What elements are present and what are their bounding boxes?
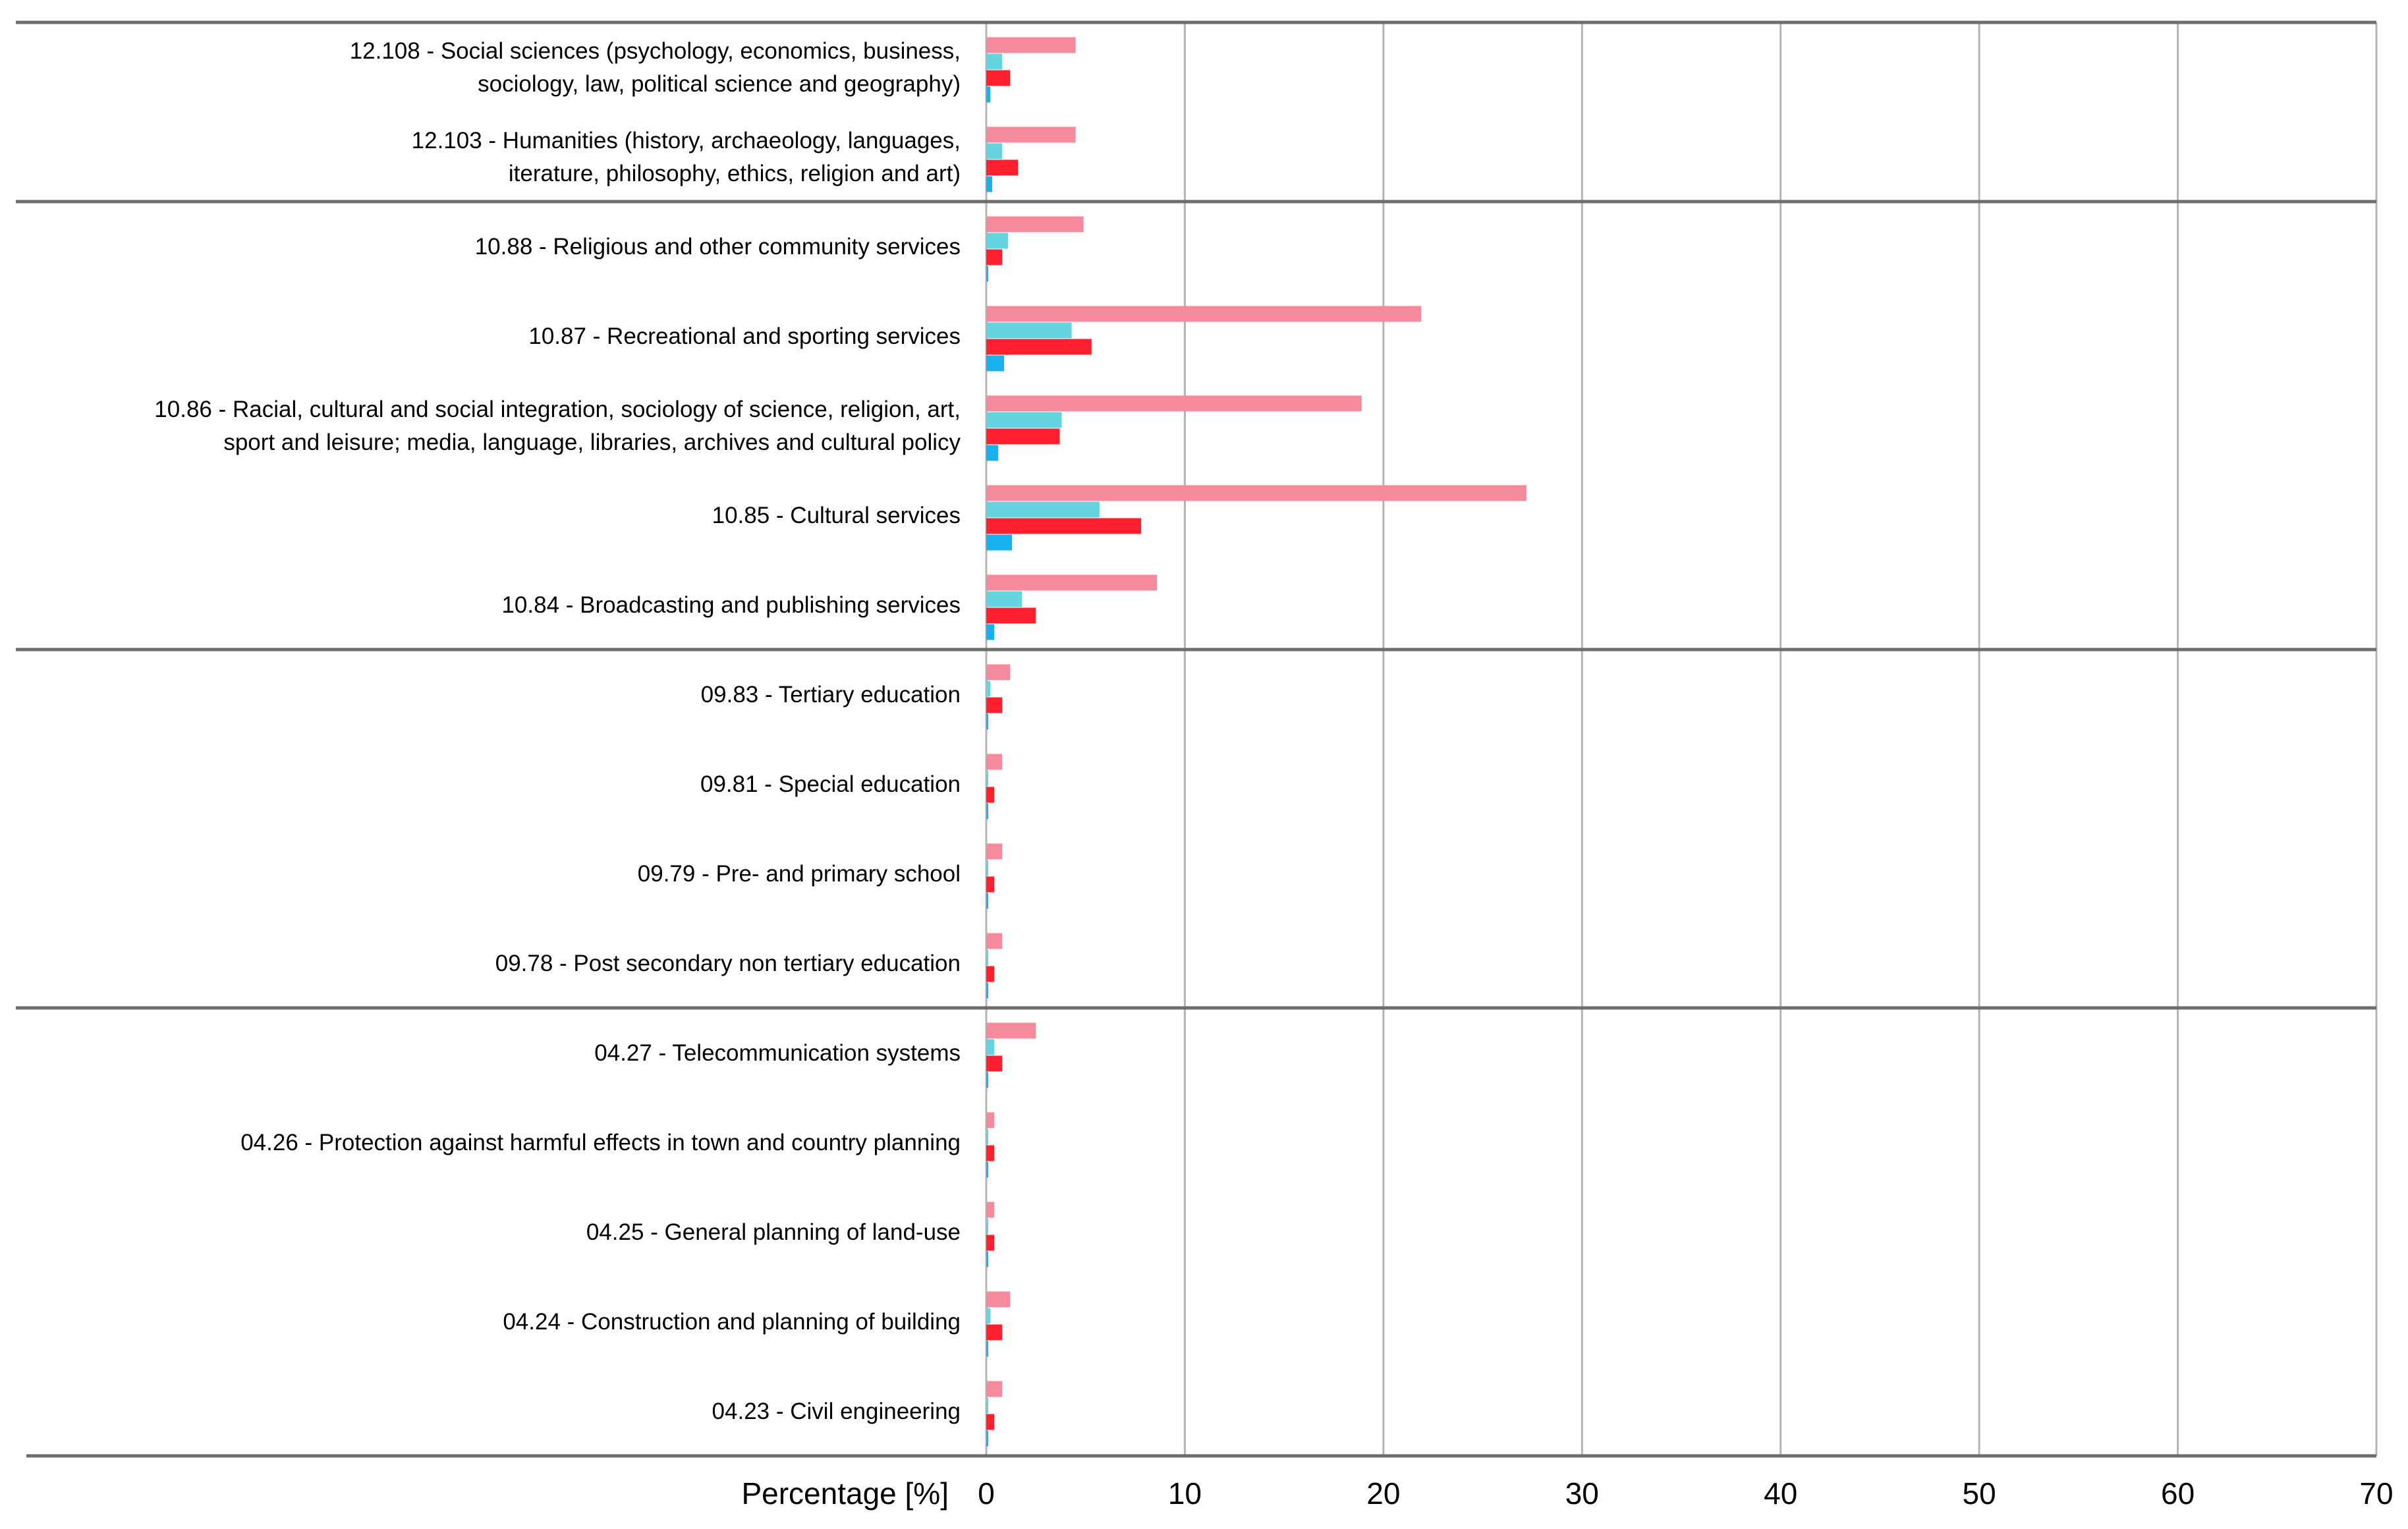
bar-4 xyxy=(986,176,993,192)
bar-2 xyxy=(986,233,1009,249)
category-label: 10.86 - Racial, cultural and social inte… xyxy=(154,397,961,422)
category-label: 04.24 - Construction and planning of bui… xyxy=(503,1309,961,1335)
bar-2 xyxy=(986,1397,989,1414)
bar-1 xyxy=(986,216,1084,233)
category-label: 12.103 - Humanities (history, archaeolog… xyxy=(412,128,961,153)
bar-4 xyxy=(986,803,989,820)
bar-3 xyxy=(986,697,1003,713)
category-label: 04.25 - General planning of land-use xyxy=(586,1219,961,1245)
bar-2 xyxy=(986,53,1003,70)
bar-1 xyxy=(986,306,1422,322)
bar-2 xyxy=(986,1308,991,1324)
bar-3 xyxy=(986,876,995,893)
bar-3 xyxy=(986,518,1142,534)
category-label: 04.23 - Civil engineering xyxy=(712,1399,961,1424)
category-labels: 12.108 - Social sciences (psychology, ec… xyxy=(154,38,961,1424)
bar-4 xyxy=(986,1430,989,1447)
bar-4 xyxy=(986,624,995,640)
x-tick-label: 50 xyxy=(1963,1476,1996,1511)
x-tick-label: 0 xyxy=(978,1476,995,1511)
bar-1 xyxy=(986,1381,1003,1397)
category-label: 09.81 - Special education xyxy=(700,771,961,797)
bar-3 xyxy=(986,428,1060,445)
bar-1 xyxy=(986,1291,1011,1308)
x-axis-title: Percentage [%] xyxy=(741,1476,949,1511)
x-tick-label: 40 xyxy=(1764,1476,1797,1511)
category-label: sport and leisure; media, language, libr… xyxy=(223,430,961,455)
bar-1 xyxy=(986,485,1526,501)
bar-4 xyxy=(986,1161,989,1178)
category-label: sociology, law, political science and ge… xyxy=(478,71,961,97)
bar-4 xyxy=(986,265,989,282)
x-tick-label: 70 xyxy=(2359,1476,2393,1511)
bar-3 xyxy=(986,787,995,803)
bar-4 xyxy=(986,1341,989,1357)
x-tick-label: 30 xyxy=(1565,1476,1599,1511)
bar-3 xyxy=(986,1414,995,1430)
bar-3 xyxy=(986,1145,995,1161)
bar-1 xyxy=(986,1022,1036,1039)
bar-1 xyxy=(986,933,1003,949)
bar-2 xyxy=(986,770,989,787)
bar-2 xyxy=(986,591,1022,607)
bar-2 xyxy=(986,1128,989,1145)
bar-4 xyxy=(986,982,989,999)
bar-2 xyxy=(986,681,991,697)
bar-4 xyxy=(986,534,1013,551)
bar-1 xyxy=(986,1112,995,1128)
bar-3 xyxy=(986,249,1003,265)
bar-2 xyxy=(986,143,1003,159)
category-label: 09.78 - Post secondary non tertiary educ… xyxy=(495,951,961,976)
category-label: iterature, philosophy, ethics, religion … xyxy=(509,161,961,186)
bar-4 xyxy=(986,355,1005,372)
bar-3 xyxy=(986,1055,1003,1072)
group-separators xyxy=(16,20,2376,1458)
bar-3 xyxy=(986,966,995,982)
bar-4 xyxy=(986,86,991,103)
bar-2 xyxy=(986,1039,995,1055)
bar-2 xyxy=(986,860,989,876)
bar-3 xyxy=(986,339,1092,355)
bar-1 xyxy=(986,395,1362,412)
category-label: 10.84 - Broadcasting and publishing serv… xyxy=(501,592,961,618)
bar-4 xyxy=(986,893,989,909)
bar-1 xyxy=(986,126,1076,143)
bar-3 xyxy=(986,1235,995,1251)
bars xyxy=(986,37,1526,1447)
x-tick-label: 60 xyxy=(2161,1476,2195,1511)
category-label: 09.79 - Pre- and primary school xyxy=(638,861,961,887)
bar-4 xyxy=(986,1072,989,1088)
bar-2 xyxy=(986,322,1072,339)
category-label: 10.85 - Cultural services xyxy=(712,503,961,528)
bar-1 xyxy=(986,574,1158,591)
bar-1 xyxy=(986,664,1011,681)
bar-1 xyxy=(986,37,1076,53)
bar-2 xyxy=(986,1218,989,1235)
category-label: 12.108 - Social sciences (psychology, ec… xyxy=(350,38,961,64)
bar-2 xyxy=(986,949,989,966)
category-label: 10.87 - Recreational and sporting servic… xyxy=(528,323,961,349)
bar-4 xyxy=(986,713,989,730)
bar-3 xyxy=(986,159,1019,176)
category-label: 09.83 - Tertiary education xyxy=(701,682,961,708)
bar-1 xyxy=(986,1202,995,1218)
category-label: 04.26 - Protection against harmful effec… xyxy=(240,1130,961,1155)
x-axis-ticks: 0 10 20 30 40 50 60 70 xyxy=(978,1476,2393,1511)
x-tick-label: 10 xyxy=(1168,1476,1202,1511)
bar-3 xyxy=(986,70,1011,86)
bar-4 xyxy=(986,445,999,461)
x-tick-label: 20 xyxy=(1366,1476,1400,1511)
bar-2 xyxy=(986,412,1062,428)
category-label: 10.88 - Religious and other community se… xyxy=(475,234,961,260)
bar-3 xyxy=(986,1324,1003,1341)
bar-2 xyxy=(986,501,1100,518)
bar-4 xyxy=(986,1251,989,1267)
gridlines xyxy=(985,22,2378,1456)
bar-1 xyxy=(986,754,1003,770)
bar-3 xyxy=(986,607,1036,624)
category-label: 04.27 - Telecommunication systems xyxy=(594,1040,961,1066)
bar-1 xyxy=(986,843,1003,860)
